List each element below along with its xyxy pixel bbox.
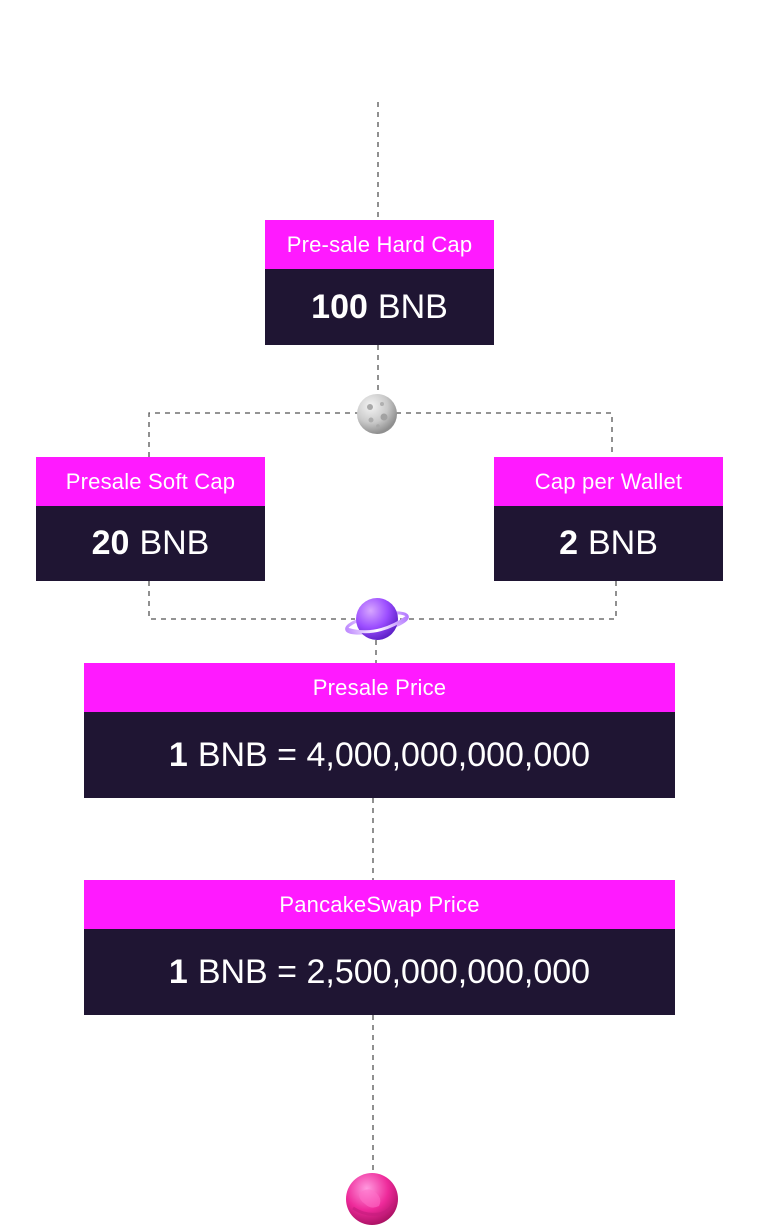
presale-price-value: 1 BNB = 4,000,000,000,000 <box>84 712 675 798</box>
pancakeswap-price-title: PancakeSwap Price <box>84 880 675 929</box>
soft-cap-title: Presale Soft Cap <box>36 457 265 506</box>
presale-price-card: Presale Price 1 BNB = 4,000,000,000,000 <box>84 663 675 798</box>
connector-split-right <box>396 412 613 457</box>
presale-price-title: Presale Price <box>84 663 675 712</box>
hard-cap-value: 100 BNB <box>265 269 494 345</box>
ringed-planet-icon <box>345 598 409 640</box>
soft-cap-unit: BNB <box>139 524 210 562</box>
moon-icon <box>357 394 397 434</box>
soft-cap-card: Presale Soft Cap 20 BNB <box>36 457 265 581</box>
pancakeswap-price-card: PancakeSwap Price 1 BNB = 2,500,000,000,… <box>84 880 675 1015</box>
wallet-cap-value: 2 BNB <box>494 506 723 581</box>
connector-merge-left <box>148 581 355 620</box>
connector-merge-right <box>400 581 617 620</box>
pancakeswap-price-amount: 1 <box>168 952 188 991</box>
pink-planet-icon <box>346 1173 398 1225</box>
wallet-cap-unit: BNB <box>588 524 658 562</box>
presale-price-rate: BNB = 4,000,000,000,000 <box>197 735 591 774</box>
hard-cap-card: Pre-sale Hard Cap 100 BNB <box>265 220 494 345</box>
soft-cap-value: 20 BNB <box>36 506 265 581</box>
wallet-cap-title: Cap per Wallet <box>494 457 723 506</box>
soft-cap-amount: 20 <box>91 524 130 562</box>
pancakeswap-price-rate: BNB = 2,500,000,000,000 <box>197 952 591 991</box>
hard-cap-amount: 100 <box>311 287 368 326</box>
wallet-cap-card: Cap per Wallet 2 BNB <box>494 457 723 581</box>
hard-cap-title: Pre-sale Hard Cap <box>265 220 494 269</box>
hard-cap-unit: BNB <box>377 287 448 326</box>
pancakeswap-price-value: 1 BNB = 2,500,000,000,000 <box>84 929 675 1015</box>
connector-split-left <box>148 412 360 457</box>
presale-price-amount: 1 <box>168 735 188 774</box>
wallet-cap-amount: 2 <box>559 524 578 562</box>
